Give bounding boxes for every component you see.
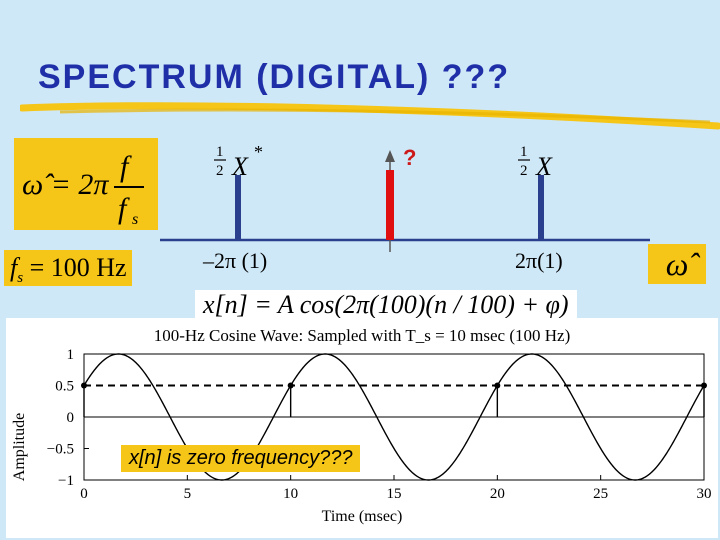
right-coef-num: 1 (520, 144, 528, 160)
left-position-label: –2π (1) (203, 248, 268, 273)
y-tick-label: 0 (67, 410, 75, 426)
y-tick-label: −1 (58, 473, 74, 489)
sample-point (81, 382, 87, 389)
center-red-line (386, 170, 394, 240)
y-tick-label: −0.5 (47, 442, 74, 458)
fs-value: = 100 Hz (23, 253, 127, 282)
signal-equation: x[n] = A cos(2π(100)(n / 100) + φ) (195, 290, 577, 320)
sample-point (494, 382, 501, 389)
x-tick-label: 15 (387, 486, 402, 502)
cosine-chart: 0 5 10 15 20 25 30 1 0.5 0 −0.5 −1 (47, 347, 712, 502)
x-tick-label: 20 (490, 486, 505, 502)
y-tick-label: 0.5 (55, 379, 74, 395)
x-tick-label: 5 (184, 486, 192, 502)
left-conjugate-star: * (254, 142, 263, 162)
right-coef-den: 2 (520, 163, 528, 179)
x-axis-label: Time (msec) (321, 508, 403, 525)
y-tick-label: 1 (67, 347, 75, 363)
right-spectral-line (538, 175, 544, 240)
omega-axis-symbol: ω̂ (665, 246, 689, 282)
cosine-plot-panel: 100-Hz Cosine Wave: Sampled with T_s = 1… (6, 318, 718, 538)
omega-hat-formula-box: ω̂ = 2π f f s (14, 138, 158, 230)
spectrum-diagram (160, 150, 650, 252)
sampling-rate-box: fs = 100 Hz (4, 250, 132, 286)
right-position-label: 2π(1) (515, 248, 563, 273)
sample-point (287, 382, 294, 389)
x-tick-label: 0 (80, 486, 88, 502)
zero-arrowhead (385, 150, 395, 162)
omega-axis-symbol-box: ω̂ (648, 244, 706, 284)
left-coef-den: 2 (216, 163, 224, 179)
chart-title: 100-Hz Cosine Wave: Sampled with T_s = 1… (153, 326, 571, 345)
slide-title: SPECTRUM (DIGITAL) ??? (38, 58, 511, 96)
x-tick-label: 30 (697, 486, 712, 502)
center-question-mark: ? (403, 145, 417, 170)
left-symbol: X (231, 152, 249, 181)
left-line-label: 1 2 X * (214, 142, 263, 181)
title-underline (20, 102, 720, 130)
fs-symbol: f (10, 253, 18, 282)
right-line-label: 1 2 X (518, 144, 553, 181)
x-tick-label: 10 (283, 486, 298, 502)
left-spectral-line (235, 175, 241, 240)
omega-formula-lhs: ω̂ = 2π (22, 168, 109, 201)
right-symbol: X (535, 152, 553, 181)
sample-point (701, 382, 707, 389)
omega-formula-denominator-sub: s (132, 211, 138, 228)
left-coef-num: 1 (216, 144, 224, 160)
fs-subscript: s (17, 270, 24, 287)
x-tick-label: 25 (593, 486, 608, 502)
zero-frequency-note: x[n] is zero frequency??? (121, 445, 361, 472)
